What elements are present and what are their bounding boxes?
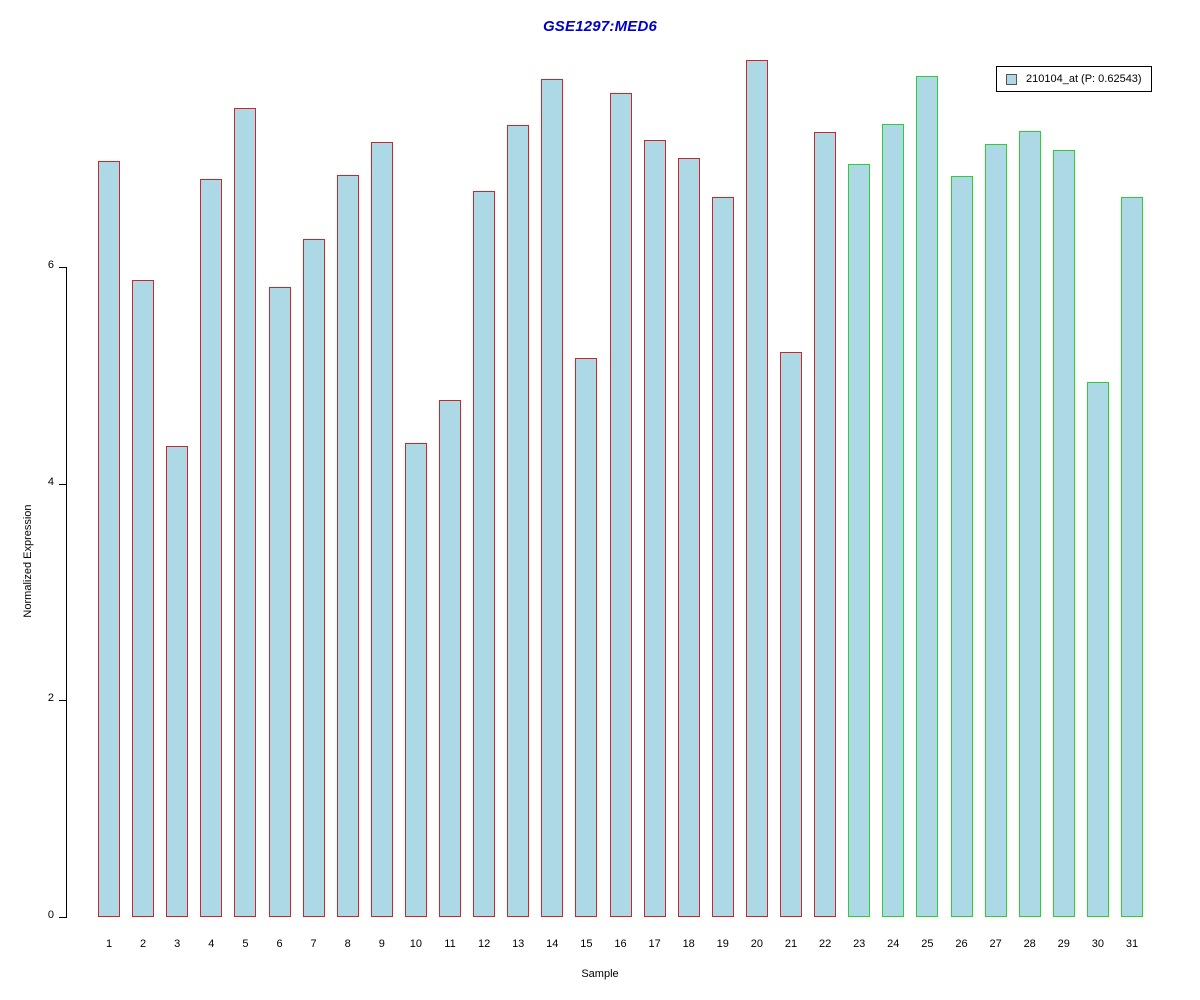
legend-label: 210104_at (P: 0.62543) bbox=[1026, 73, 1142, 85]
bar-sample-10[interactable] bbox=[404, 442, 427, 917]
y-axis-tick bbox=[59, 267, 66, 268]
bar-sample-6[interactable] bbox=[268, 286, 291, 917]
y-axis-tick-label: 4 bbox=[47, 475, 54, 488]
x-axis-tick-label: 23 bbox=[853, 938, 866, 950]
bar-sample-29[interactable] bbox=[1052, 150, 1075, 917]
bar-sample-13[interactable] bbox=[507, 125, 530, 917]
x-axis-tick-label: 18 bbox=[682, 938, 695, 950]
y-axis-tick bbox=[59, 700, 66, 702]
y-axis-line bbox=[66, 267, 67, 918]
x-axis-tick-label: 25 bbox=[921, 938, 934, 950]
x-axis-tick-label: 29 bbox=[1057, 938, 1070, 950]
x-axis-tick-label: 20 bbox=[750, 938, 764, 950]
x-axis-tick-label: 6 bbox=[276, 938, 283, 950]
bar-sample-23[interactable] bbox=[848, 164, 871, 917]
x-axis-tick-label: 10 bbox=[409, 938, 423, 950]
bar-sample-20[interactable] bbox=[745, 60, 768, 917]
bar-sample-9[interactable] bbox=[370, 142, 393, 917]
bar-sample-24[interactable] bbox=[882, 124, 905, 917]
x-axis-tick-label: 22 bbox=[818, 938, 832, 950]
y-axis-tick-label: 0 bbox=[47, 909, 54, 921]
x-axis-tick-label: 15 bbox=[580, 938, 593, 950]
x-axis-tick-label: 3 bbox=[174, 938, 181, 950]
bar-sample-19[interactable] bbox=[711, 196, 734, 917]
x-axis-tick-label: 11 bbox=[444, 938, 456, 950]
x-axis-tick-label: 9 bbox=[378, 938, 385, 950]
x-axis-tick-label: 17 bbox=[648, 938, 661, 950]
bar-sample-3[interactable] bbox=[166, 445, 189, 917]
bar-sample-7[interactable] bbox=[302, 238, 325, 917]
x-axis-tick-label: 13 bbox=[512, 938, 525, 950]
x-axis-tick-label: 28 bbox=[1023, 938, 1036, 950]
x-axis-tick-label: 30 bbox=[1091, 938, 1105, 950]
x-axis-tick-label: 7 bbox=[310, 938, 317, 950]
x-axis-tick-label: 26 bbox=[955, 938, 968, 950]
x-axis-tick-label: 1 bbox=[105, 938, 113, 950]
bar-sample-16[interactable] bbox=[609, 92, 632, 917]
y-axis-tick bbox=[59, 483, 66, 485]
bar-sample-2[interactable] bbox=[132, 280, 155, 917]
y-axis-tick bbox=[59, 917, 66, 918]
x-axis-tick-label: 5 bbox=[242, 938, 249, 950]
bar-sample-25[interactable] bbox=[916, 76, 939, 917]
x-axis-tick-label: 24 bbox=[887, 938, 900, 950]
bar-sample-18[interactable] bbox=[677, 157, 700, 917]
bar-sample-31[interactable] bbox=[1121, 196, 1143, 917]
bar-sample-30[interactable] bbox=[1086, 381, 1109, 917]
x-axis-tick-label: 16 bbox=[614, 938, 627, 950]
bar-sample-12[interactable] bbox=[473, 191, 496, 917]
x-axis-title: Sample bbox=[581, 968, 619, 980]
bar-sample-27[interactable] bbox=[984, 143, 1007, 917]
x-axis-tick-label: 4 bbox=[208, 938, 215, 950]
x-axis-tick-label: 19 bbox=[716, 938, 729, 950]
bar-sample-17[interactable] bbox=[643, 140, 666, 917]
bar-sample-11[interactable] bbox=[439, 400, 461, 917]
x-axis-tick-label: 31 bbox=[1125, 938, 1139, 950]
x-axis-tick-label: 27 bbox=[989, 938, 1002, 950]
chart-title: GSE1297:MED6 bbox=[542, 18, 658, 35]
bar-sample-22[interactable] bbox=[814, 131, 837, 917]
y-axis-tick-label: 6 bbox=[47, 259, 54, 271]
x-axis-tick-label: 8 bbox=[344, 938, 351, 950]
bar-sample-21[interactable] bbox=[780, 351, 802, 917]
bar-sample-15[interactable] bbox=[575, 358, 598, 917]
x-axis-tick-label: 12 bbox=[477, 938, 491, 950]
bar-sample-28[interactable] bbox=[1018, 130, 1041, 917]
x-axis-tick-label: 21 bbox=[784, 938, 798, 950]
bar-sample-26[interactable] bbox=[950, 176, 973, 917]
x-axis-tick-label: 14 bbox=[546, 938, 559, 950]
bar-sample-4[interactable] bbox=[200, 179, 223, 917]
bar-sample-8[interactable] bbox=[336, 174, 359, 917]
x-axis-tick-label: 2 bbox=[140, 938, 147, 950]
legend: 210104_at (P: 0.62543) bbox=[996, 66, 1152, 92]
bar-sample-1[interactable] bbox=[98, 160, 120, 917]
bar-sample-14[interactable] bbox=[541, 78, 564, 917]
bar-sample-5[interactable] bbox=[234, 107, 257, 917]
legend-swatch-icon bbox=[1006, 73, 1017, 85]
y-axis-tick-label: 2 bbox=[47, 692, 54, 705]
